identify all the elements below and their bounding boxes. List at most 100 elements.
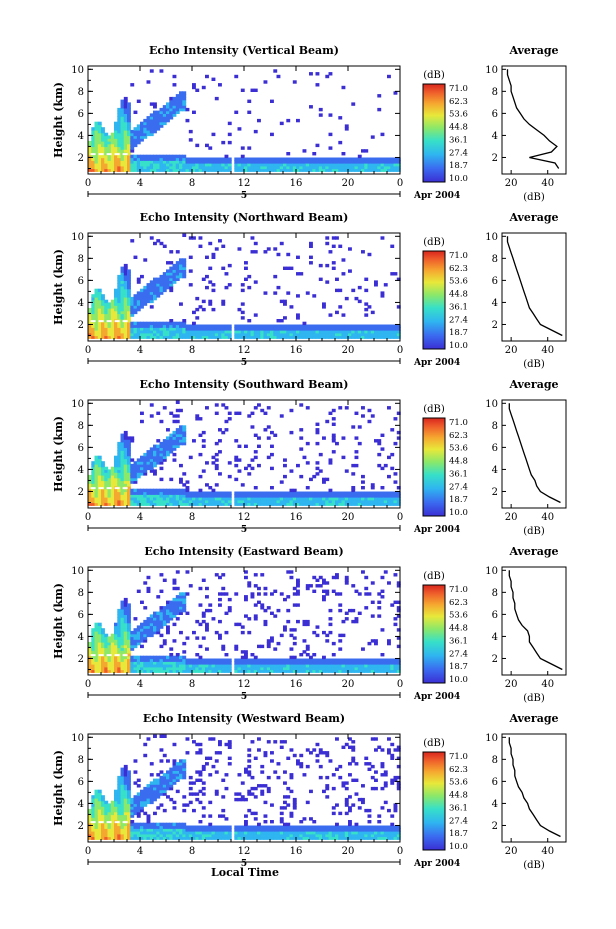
x-tick-label: 16	[290, 679, 303, 690]
heatmap-cell	[218, 669, 222, 673]
heatmap-cell	[182, 502, 187, 506]
heatmap-cell	[107, 477, 112, 482]
heatmap-cell	[91, 811, 96, 816]
heatmap-cell	[149, 463, 154, 468]
heatmap-cell	[331, 163, 336, 167]
heatmap-cell	[309, 655, 313, 660]
heatmap-cell	[143, 335, 148, 339]
heatmap-cell	[195, 417, 200, 421]
x-tick-label: 0	[397, 512, 403, 523]
heatmap-cell	[341, 157, 346, 161]
heatmap-cell	[94, 491, 99, 495]
heatmap-cell	[169, 335, 174, 339]
heatmap-cell	[156, 806, 161, 810]
heatmap-cell	[117, 803, 122, 807]
heatmap-cell	[123, 666, 128, 671]
heatmap-cell	[159, 488, 164, 493]
heatmap-cell	[101, 655, 105, 660]
heatmap-cell	[172, 762, 177, 766]
heatmap-cell	[117, 277, 122, 281]
heatmap-cell	[315, 163, 320, 167]
heatmap-cell	[110, 486, 115, 490]
heatmap-cell	[94, 469, 99, 473]
heatmap-cell	[110, 480, 115, 484]
heatmap-cell	[244, 165, 248, 170]
heatmap-cell	[328, 324, 333, 328]
heatmap-cell	[240, 494, 245, 498]
heatmap-cell	[299, 666, 304, 671]
heatmap-cell	[149, 163, 154, 167]
heatmap-cell	[361, 157, 365, 161]
heatmap-cell	[234, 110, 239, 114]
heatmap-cell	[338, 664, 343, 668]
heatmap-cell	[127, 494, 131, 498]
heatmap-cell	[156, 163, 161, 167]
heatmap-cell	[146, 321, 151, 326]
heatmap-cell	[318, 277, 323, 281]
y-tick-label: 8	[78, 421, 84, 432]
heatmap-cell	[201, 327, 206, 331]
heatmap-cell	[117, 461, 122, 465]
heatmap-cell	[367, 641, 372, 646]
heatmap-cell	[127, 792, 131, 796]
heatmap-cell	[166, 759, 170, 763]
heatmap-cell	[185, 502, 190, 506]
heatmap-cell	[185, 497, 190, 501]
heatmap-cell	[221, 302, 226, 306]
heatmap-cell	[260, 332, 265, 337]
heatmap-cell	[153, 655, 157, 660]
heatmap-cell	[123, 436, 128, 440]
heatmap-cell	[370, 494, 375, 498]
heatmap-cell	[273, 247, 278, 251]
heatmap-cell	[328, 622, 333, 627]
heatmap-cell	[322, 491, 326, 495]
heatmap-cell	[169, 661, 174, 665]
heatmap-cell	[237, 168, 242, 172]
heatmap-cell	[338, 647, 343, 651]
heatmap-cell	[127, 472, 131, 476]
heatmap-cell	[130, 83, 135, 87]
heatmap-cell	[172, 163, 177, 167]
heatmap-cell	[227, 163, 232, 167]
heatmap-cell	[198, 327, 203, 331]
heatmap-cell	[123, 617, 128, 621]
heatmap-cell	[101, 831, 105, 835]
heatmap-cell	[234, 163, 239, 167]
heatmap-cell	[130, 488, 135, 493]
heatmap-cell	[270, 592, 274, 596]
heatmap-cell	[143, 466, 148, 471]
heatmap-cell	[263, 163, 268, 167]
heatmap-cell	[166, 497, 170, 501]
heatmap-cell	[94, 127, 99, 131]
heatmap-cell	[101, 836, 105, 840]
heatmap-cell	[140, 488, 144, 493]
heatmap-cell	[117, 661, 122, 665]
y-tick-label: 6	[78, 443, 84, 454]
heatmap-cell	[130, 811, 135, 816]
heatmap-cell	[101, 477, 105, 482]
heatmap-cell	[328, 335, 333, 339]
heatmap-cell	[208, 669, 213, 673]
heatmap-cell	[123, 140, 128, 145]
heatmap-cell	[133, 669, 138, 673]
heatmap-cell	[354, 617, 359, 621]
heatmap-cell	[309, 241, 313, 246]
y-tick-label: 4	[78, 632, 84, 643]
heatmap-cell	[117, 138, 122, 142]
x-tick-label: 4	[137, 345, 143, 356]
heatmap-cell	[335, 327, 339, 331]
heatmap-cell	[289, 502, 294, 506]
heatmap-cell	[123, 474, 128, 479]
heatmap-cell	[120, 302, 125, 306]
heatmap-cell	[140, 321, 144, 326]
heatmap-cell	[149, 102, 154, 106]
heatmap-cell	[101, 644, 105, 649]
heatmap-cell	[94, 655, 99, 660]
heatmap-cell	[260, 157, 265, 161]
heatmap-cell	[120, 149, 125, 153]
heatmap-cell	[198, 499, 203, 504]
heatmap-cell	[94, 160, 99, 164]
heatmap-cell	[175, 332, 180, 337]
heatmap-cell	[328, 327, 333, 331]
heatmap-cell	[91, 163, 96, 167]
